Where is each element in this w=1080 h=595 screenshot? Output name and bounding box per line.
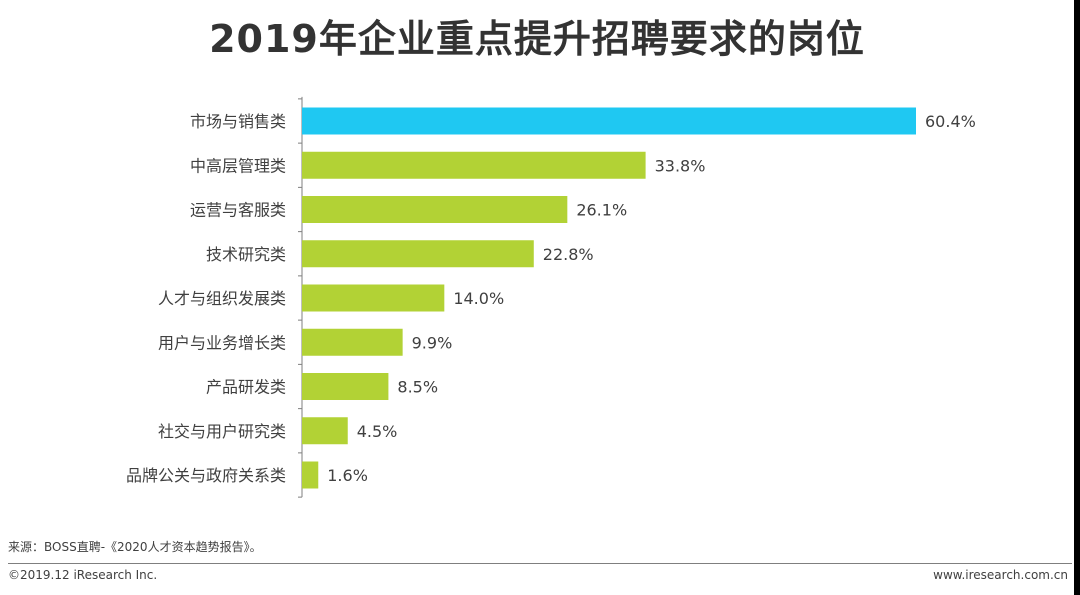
category-label: 社交与用户研究类	[158, 422, 286, 441]
value-label: 22.8%	[543, 245, 594, 264]
bar	[302, 328, 403, 356]
bar	[302, 107, 916, 135]
category-label: 产品研发类	[206, 378, 286, 397]
value-label: 33.8%	[655, 156, 706, 175]
value-label: 8.5%	[397, 378, 438, 397]
category-label: 品牌公关与政府关系类	[126, 466, 286, 485]
value-label: 60.4%	[925, 112, 976, 131]
website-link[interactable]: www.iresearch.com.cn	[933, 568, 1068, 582]
footer-divider	[8, 563, 1072, 564]
bar	[302, 240, 534, 268]
bar	[302, 373, 389, 400]
copyright-text: ©2019.12 iResearch Inc.	[8, 568, 158, 582]
category-label: 用户与业务增长类	[158, 333, 286, 352]
bar	[302, 461, 319, 489]
value-label: 4.5%	[357, 422, 398, 441]
chart-title: 2019年企业重点提升招聘要求的岗位	[209, 17, 865, 61]
value-label: 1.6%	[327, 466, 368, 485]
bar	[302, 151, 646, 179]
category-label: 运营与客服类	[190, 201, 286, 220]
value-label: 26.1%	[576, 201, 627, 220]
value-label: 9.9%	[412, 333, 453, 352]
value-label: 14.0%	[453, 289, 504, 308]
category-label: 中高层管理类	[190, 156, 286, 175]
category-label: 市场与销售类	[190, 112, 286, 131]
bar	[302, 284, 445, 312]
bar	[302, 417, 348, 445]
category-label: 技术研究类	[206, 245, 286, 264]
source-note: 来源：BOSS直聘-《2020人才资本趋势报告》。	[8, 540, 262, 554]
category-label: 人才与组织发展类	[158, 289, 286, 308]
bar	[302, 196, 568, 223]
